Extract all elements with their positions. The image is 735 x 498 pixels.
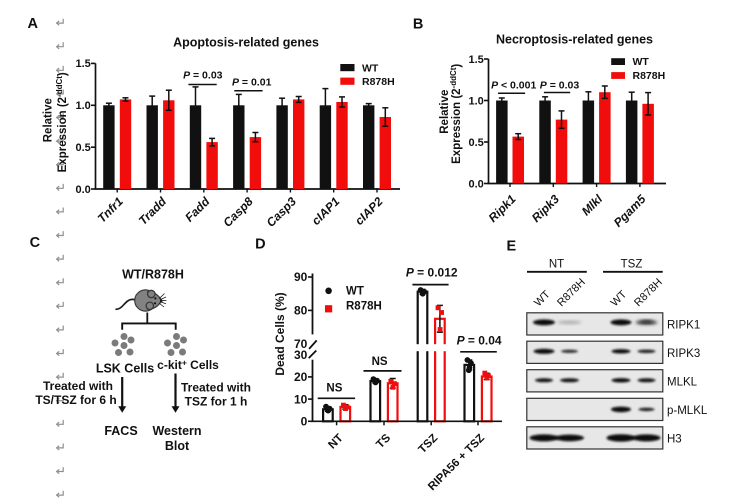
svg-text:70: 70 — [294, 337, 308, 351]
svg-text:Necroptosis-related genes: Necroptosis-related genes — [496, 33, 653, 47]
svg-text:WT: WT — [362, 62, 379, 74]
svg-text:P = 0.04: P = 0.04 — [457, 333, 502, 347]
svg-text:WT/R878H: WT/R878H — [122, 268, 184, 282]
svg-text:Relative: Relative — [43, 98, 55, 142]
svg-text:C: C — [30, 235, 41, 251]
svg-text:P < 0.001: P < 0.001 — [491, 80, 536, 92]
svg-text:Western: Western — [152, 424, 201, 438]
svg-text:1.5: 1.5 — [469, 54, 484, 66]
svg-text:0.0: 0.0 — [469, 178, 484, 190]
svg-text:90: 90 — [294, 270, 308, 284]
svg-text:P = 0.03: P = 0.03 — [540, 80, 580, 92]
svg-text:Treated with: Treated with — [43, 379, 113, 393]
svg-text:Blot: Blot — [165, 439, 190, 453]
svg-text:Dead Cells (%): Dead Cells (%) — [273, 292, 287, 375]
svg-text:FACS: FACS — [104, 424, 137, 438]
svg-text:R878H: R878H — [633, 70, 666, 82]
svg-text:WT: WT — [633, 56, 650, 68]
svg-text:D: D — [255, 237, 265, 253]
svg-text:Expression (2-ddCt): Expression (2-ddCt) — [449, 64, 463, 164]
svg-text:20: 20 — [294, 370, 308, 384]
svg-text:E: E — [507, 239, 517, 255]
svg-text:Apoptosis-related genes: Apoptosis-related genes — [173, 36, 319, 50]
svg-text:0.0: 0.0 — [76, 184, 91, 196]
svg-text:NS: NS — [372, 356, 388, 368]
svg-text:30: 30 — [294, 348, 308, 362]
svg-text:RIPK1: RIPK1 — [667, 320, 700, 332]
svg-text:c-kit+ Cells: c-kit+ Cells — [157, 358, 219, 373]
svg-text:TSZ for 1 h: TSZ for 1 h — [185, 395, 248, 409]
svg-text:Relative: Relative — [439, 90, 451, 134]
svg-text:B: B — [413, 17, 423, 33]
svg-text:WT: WT — [346, 286, 364, 298]
svg-text:0: 0 — [301, 415, 308, 429]
svg-text:0.5: 0.5 — [76, 142, 91, 154]
svg-text:NS: NS — [326, 382, 342, 394]
svg-text:LSK Cells: LSK Cells — [96, 362, 154, 376]
svg-text:P = 0.01: P = 0.01 — [232, 76, 272, 88]
svg-text:1.5: 1.5 — [76, 58, 91, 70]
svg-text:H3: H3 — [667, 434, 682, 446]
svg-text:1.0: 1.0 — [76, 100, 91, 112]
svg-text:RIPK3: RIPK3 — [667, 348, 700, 360]
svg-text:TS/TSZ for 6 h: TS/TSZ for 6 h — [35, 393, 116, 407]
svg-text:A: A — [28, 16, 39, 32]
svg-text:R878H: R878H — [362, 76, 395, 88]
svg-text:80: 80 — [294, 304, 308, 318]
svg-text:1.0: 1.0 — [469, 95, 484, 107]
svg-text:10: 10 — [294, 392, 308, 406]
svg-text:NT: NT — [549, 259, 564, 271]
svg-text:P = 0.03: P = 0.03 — [183, 70, 223, 82]
svg-text:TSZ: TSZ — [621, 259, 643, 271]
svg-text:p-MLKL: p-MLKL — [667, 405, 708, 417]
svg-text:R878H: R878H — [346, 301, 382, 313]
svg-text:MLKL: MLKL — [667, 376, 698, 388]
svg-text:0.5: 0.5 — [469, 137, 484, 149]
svg-text:Expression (2-ddCt): Expression (2-ddCt) — [55, 72, 69, 172]
svg-text:Treated with: Treated with — [181, 381, 251, 395]
svg-text:P = 0.012: P = 0.012 — [406, 265, 458, 279]
